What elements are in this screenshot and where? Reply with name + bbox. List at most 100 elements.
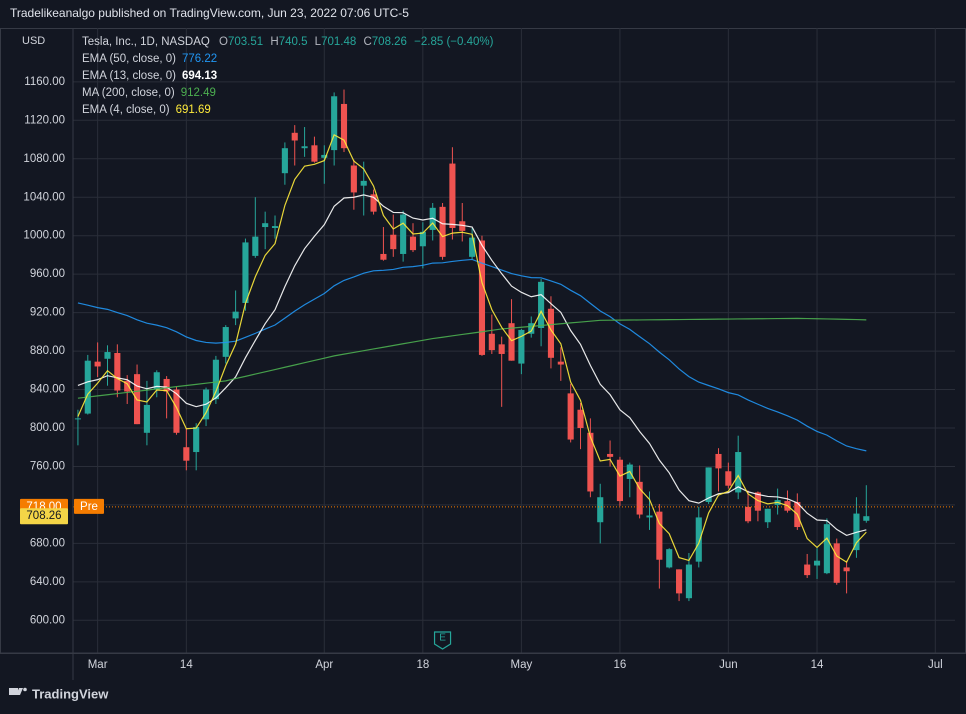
x-tick-label: 18 [416, 659, 429, 671]
candle-body [350, 165, 357, 193]
candle-body [508, 323, 515, 361]
candle-body [863, 516, 870, 521]
x-tick-label: Apr [315, 659, 333, 671]
candle-body [232, 311, 239, 319]
x-tick-label: Jul [928, 659, 943, 671]
candle-body [183, 447, 190, 461]
candle-body [291, 132, 298, 141]
candle-body [419, 231, 426, 247]
legend-entry: EMA (50, close, 0) 776.22 [82, 53, 217, 65]
legend-value: 694.13 [182, 70, 217, 82]
y-tick-label: 1080.00 [23, 153, 65, 165]
y-tick-label: 960.00 [30, 268, 65, 280]
candle-body [597, 497, 604, 523]
candle-body [636, 481, 643, 515]
candle-body [360, 180, 367, 186]
candle-body [252, 236, 259, 256]
legend-value: 912.49 [181, 87, 216, 99]
footer-brand: TradingView [32, 686, 109, 701]
candle-body [616, 459, 623, 502]
candle-body [705, 467, 712, 503]
ohlc-prefix: O [219, 36, 228, 48]
candle-body [695, 517, 702, 562]
y-tick-label: 640.00 [30, 576, 65, 588]
candle-body [94, 361, 101, 367]
candle-body [271, 226, 279, 228]
candle-body [400, 214, 407, 254]
candle-body [143, 404, 150, 433]
candle-body [813, 560, 821, 566]
candle-body [557, 361, 564, 365]
candle-body [242, 242, 249, 303]
candle-body [754, 492, 761, 511]
last-price-badge [20, 508, 68, 525]
candle-body [380, 253, 387, 260]
candle-body [84, 360, 91, 414]
y-tick-label: 920.00 [30, 307, 65, 319]
x-tick-label: May [511, 659, 533, 671]
candle-body [823, 524, 830, 574]
indicator-line [77, 317, 867, 399]
candle-body [528, 323, 535, 334]
candle-body [193, 427, 200, 453]
y-tick-label: 760.00 [30, 460, 65, 472]
candle-body [725, 471, 732, 486]
last-price: 708.26 [26, 510, 61, 522]
candle-body [153, 372, 160, 390]
legend-name: EMA (4, close, 0) [82, 104, 170, 116]
candle-body [74, 418, 81, 420]
earnings-icon [433, 631, 452, 650]
legend-entry: MA (200, close, 0) 912.49 [82, 87, 216, 99]
x-tick-label: 16 [614, 659, 627, 671]
y-tick-label: 1160.00 [24, 76, 65, 88]
candle-body [498, 344, 505, 354]
indicator-line [77, 258, 867, 452]
candle-body [666, 549, 673, 568]
candle-body [449, 163, 456, 228]
candle-body [469, 237, 476, 257]
ohlc-prefix: C [363, 36, 371, 48]
candle-body [577, 409, 584, 428]
earnings-label: E [439, 633, 446, 644]
legend-name: MA (200, close, 0) [82, 87, 175, 99]
candle-body [804, 564, 811, 576]
footer-logo [9, 687, 27, 695]
candle-body [676, 569, 683, 594]
x-tick-label: 14 [811, 659, 824, 671]
legend-name: EMA (50, close, 0) [82, 53, 176, 65]
candle-body [538, 281, 545, 328]
indicator-line [77, 133, 867, 563]
ohlc-value: 740.5 [279, 36, 308, 48]
candle-body [843, 567, 850, 572]
y-tick-label: 1000.00 [23, 230, 65, 242]
ohlc-prefix: H [270, 36, 278, 48]
candle-body [478, 240, 486, 355]
candle-body [262, 223, 269, 228]
currency: USD [22, 35, 45, 47]
candle-body [311, 145, 318, 162]
ohlc-value: 703.51 [228, 36, 263, 48]
ohlc-prefix: L [315, 36, 322, 48]
y-tick-label: 880.00 [30, 345, 65, 357]
candle-body [390, 234, 397, 250]
candle-body [439, 206, 446, 257]
candle-body [488, 333, 495, 351]
candle-body [301, 146, 308, 149]
y-tick-label: 1120.00 [24, 114, 65, 126]
legend-value: 691.69 [176, 104, 211, 116]
candle-body [173, 389, 180, 433]
x-tick-label: Mar [88, 659, 108, 671]
candle-body [409, 236, 417, 251]
y-tick-label: 800.00 [30, 422, 65, 434]
candle-body [587, 432, 594, 492]
legend-entry: EMA (13, close, 0) 694.13 [82, 70, 217, 82]
candle-body [212, 359, 219, 400]
legend-value: 776.22 [182, 53, 217, 65]
candle-body [607, 453, 614, 457]
candle-body [735, 452, 742, 493]
candle-body [744, 506, 752, 522]
plot-area [73, 28, 955, 653]
candle-body [163, 378, 170, 392]
premarket-tag: Pre [80, 501, 98, 513]
